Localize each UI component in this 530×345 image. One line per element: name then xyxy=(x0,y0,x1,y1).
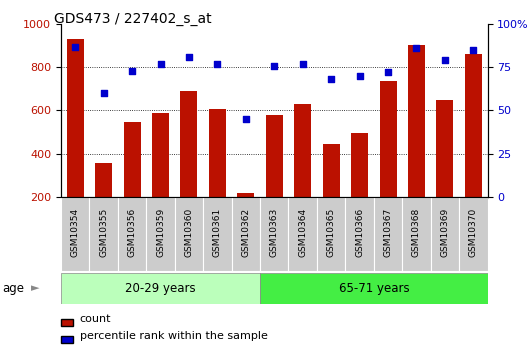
Text: 65-71 years: 65-71 years xyxy=(339,282,409,295)
Bar xyxy=(402,197,431,271)
Text: GSM10369: GSM10369 xyxy=(440,208,449,257)
Text: 20-29 years: 20-29 years xyxy=(125,282,196,295)
Bar xyxy=(323,144,340,197)
Bar xyxy=(260,273,488,304)
Bar xyxy=(95,163,112,197)
Point xyxy=(184,54,193,60)
Bar xyxy=(260,197,288,271)
Point xyxy=(100,90,108,96)
Point xyxy=(270,63,279,68)
Text: GSM10368: GSM10368 xyxy=(412,208,421,257)
Point xyxy=(327,77,335,82)
Point xyxy=(441,58,449,63)
Text: GSM10367: GSM10367 xyxy=(384,208,393,257)
Bar xyxy=(180,91,198,197)
Bar xyxy=(61,197,90,271)
Text: GSM10362: GSM10362 xyxy=(241,208,250,257)
Bar xyxy=(379,81,396,197)
Point xyxy=(355,73,364,79)
Text: percentile rank within the sample: percentile rank within the sample xyxy=(80,332,267,341)
Point xyxy=(384,70,392,75)
Bar xyxy=(436,100,454,197)
Point xyxy=(156,61,165,67)
Point xyxy=(469,47,478,53)
Text: GSM10363: GSM10363 xyxy=(270,208,279,257)
Point xyxy=(213,61,222,67)
Point xyxy=(71,44,80,49)
Text: GSM10365: GSM10365 xyxy=(326,208,335,257)
Bar xyxy=(374,197,402,271)
Bar xyxy=(237,194,254,197)
Bar xyxy=(288,197,317,271)
Bar xyxy=(317,197,346,271)
Bar xyxy=(431,197,459,271)
Text: GSM10364: GSM10364 xyxy=(298,208,307,257)
Text: age: age xyxy=(3,282,25,295)
Bar xyxy=(209,109,226,197)
Bar xyxy=(90,197,118,271)
Point xyxy=(242,116,250,122)
Text: GSM10356: GSM10356 xyxy=(128,208,137,257)
Text: GSM10366: GSM10366 xyxy=(355,208,364,257)
Text: GSM10354: GSM10354 xyxy=(70,208,80,257)
Bar xyxy=(266,115,283,197)
Text: ►: ► xyxy=(31,283,39,293)
Bar xyxy=(61,273,260,304)
Bar xyxy=(351,133,368,197)
Bar xyxy=(118,197,146,271)
Bar xyxy=(294,104,311,197)
Bar xyxy=(152,112,169,197)
Bar xyxy=(465,55,482,197)
Bar xyxy=(67,39,84,197)
Bar xyxy=(175,197,203,271)
Text: count: count xyxy=(80,314,111,324)
Text: GSM10359: GSM10359 xyxy=(156,208,165,257)
Bar xyxy=(408,45,425,197)
Point xyxy=(298,61,307,67)
Text: GSM10360: GSM10360 xyxy=(184,208,193,257)
Bar xyxy=(459,197,488,271)
Text: GDS473 / 227402_s_at: GDS473 / 227402_s_at xyxy=(54,12,211,26)
Text: GSM10361: GSM10361 xyxy=(213,208,222,257)
Bar xyxy=(232,197,260,271)
Text: GSM10370: GSM10370 xyxy=(469,208,478,257)
Bar xyxy=(146,197,175,271)
Text: GSM10355: GSM10355 xyxy=(99,208,108,257)
Bar xyxy=(203,197,232,271)
Bar xyxy=(123,122,140,197)
Bar xyxy=(346,197,374,271)
Point xyxy=(412,46,421,51)
Point xyxy=(128,68,136,73)
